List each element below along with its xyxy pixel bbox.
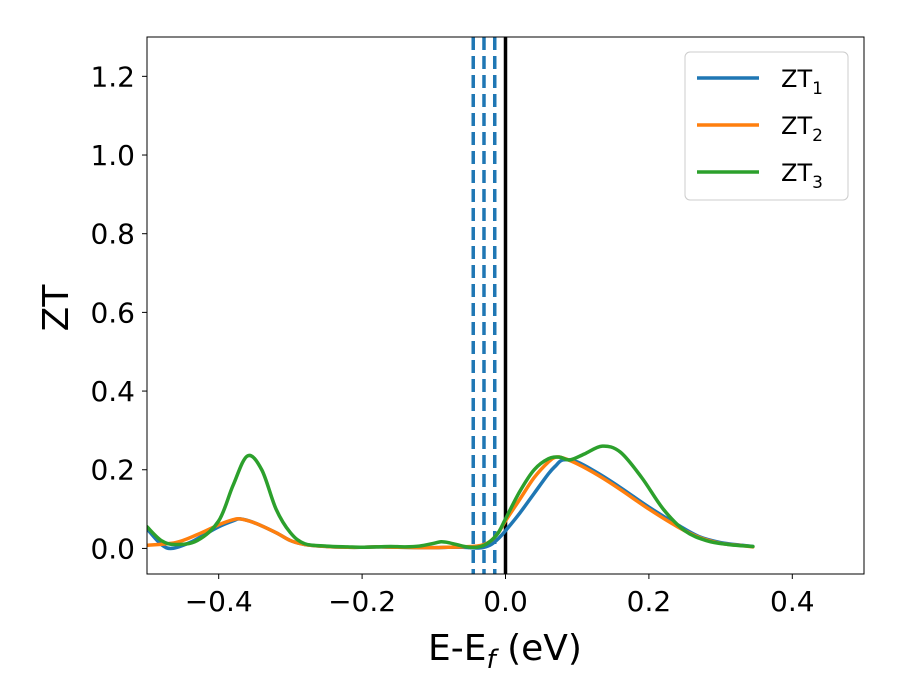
y-tick-label: 0.8 [90,218,135,251]
y-tick-label: 0.2 [90,454,135,487]
legend-label-zt3: ZT3 [781,159,823,193]
x-tick-label: 0.4 [770,585,815,618]
plot-area [147,37,755,574]
y-tick-label: 0.4 [90,375,135,408]
y-axis-title: ZT [36,284,77,332]
x-tick-label: −0.4 [185,585,253,618]
x-axis-title: E-Ef (eV) [428,628,582,675]
y-tick-label: 1.0 [90,139,135,172]
legend-frame [684,51,849,201]
x-tick-label: −0.2 [328,585,396,618]
y-tick-label: 1.2 [90,60,135,93]
y-tick-label: 0.6 [90,296,135,329]
y-tick-label: 0.0 [90,532,135,565]
legend-label-zt2: ZT2 [781,112,823,146]
x-tick-label: 0.0 [483,585,528,618]
legend-label-zt1: ZT1 [781,65,823,99]
series-line-zt3 [147,444,755,550]
axes: −0.4 −0.2 0.0 0.2 0.4 0.0 0.2 0.4 0.6 0.8 1.0 1.2 [90,36,865,618]
legend: ZT1 ZT2 ZT3 [684,51,849,201]
x-tick-label: 0.2 [627,585,672,618]
